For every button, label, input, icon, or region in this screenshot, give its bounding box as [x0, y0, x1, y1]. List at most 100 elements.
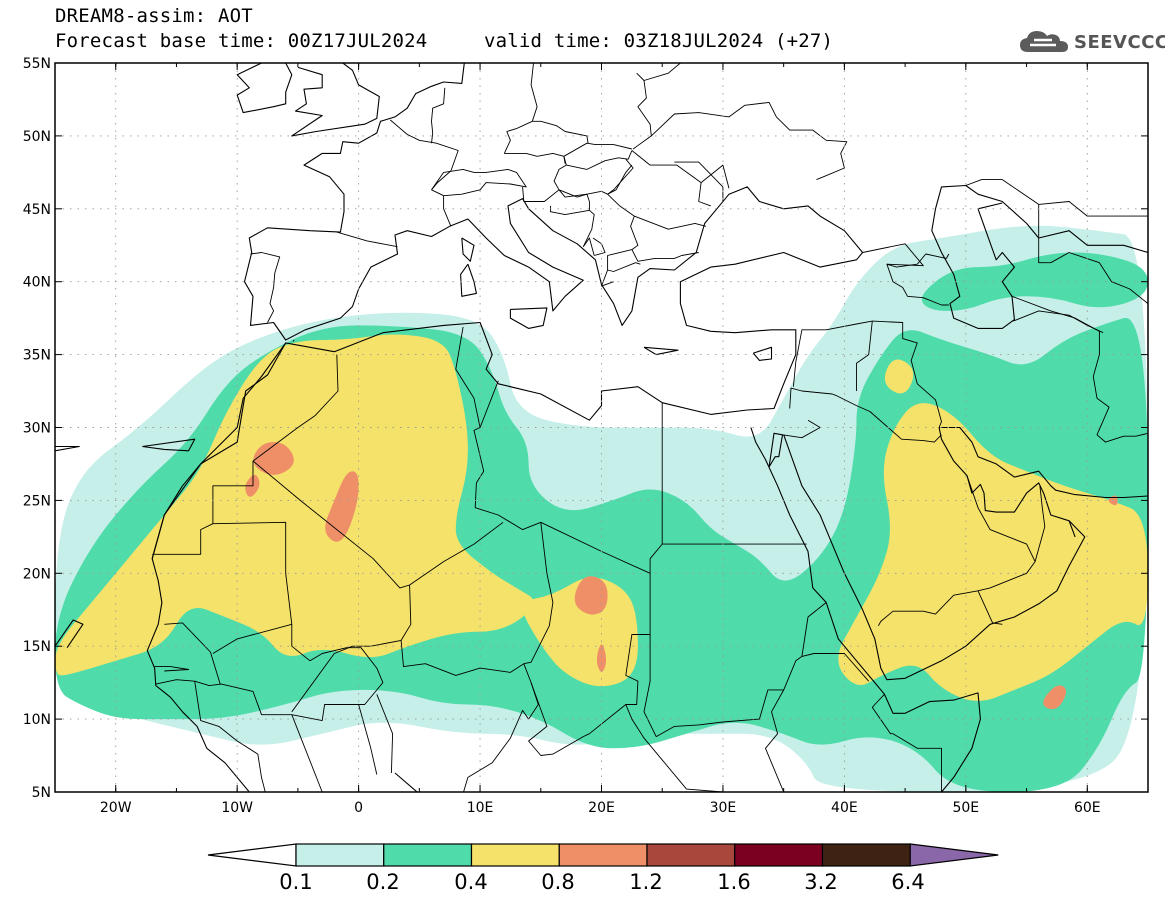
country-border	[443, 195, 452, 227]
coastline	[783, 426, 1148, 681]
coastline	[643, 346, 679, 356]
aot-region-0.8-1.2	[574, 576, 608, 615]
coastline	[55, 445, 80, 452]
x-tick-label: 10W	[221, 800, 253, 816]
colorbar-label: 0.2	[366, 870, 400, 894]
colorbar-label: 6.4	[891, 870, 925, 894]
colorbar-swatch	[646, 843, 736, 867]
country-border	[1038, 204, 1148, 304]
colorbar-swatch	[383, 843, 473, 867]
country-border	[902, 287, 949, 306]
y-tick-label: 50N	[23, 129, 51, 145]
country-border	[550, 189, 590, 216]
country-border	[155, 624, 384, 722]
country-border	[965, 179, 1039, 205]
country-border	[455, 326, 541, 531]
country-border	[632, 72, 652, 150]
y-tick-label: 30N	[23, 421, 51, 437]
colorbar-right-arrow	[909, 843, 999, 867]
country-border	[431, 87, 446, 144]
x-tick-label: 10E	[467, 800, 494, 816]
country-border	[625, 704, 723, 792]
x-tick-label: 20E	[588, 800, 615, 816]
colorbar-left-arrow	[207, 843, 297, 867]
colorbar-label: 3.2	[804, 870, 838, 894]
country-border	[154, 666, 190, 672]
country-border	[582, 209, 595, 247]
country-border	[674, 161, 724, 202]
colorbar	[207, 843, 999, 867]
colorbar-label: 0.4	[454, 870, 488, 894]
y-tick-label: 25N	[23, 493, 51, 509]
country-border	[431, 168, 527, 197]
x-tick-label: 0	[354, 800, 363, 816]
aot-region-0.4-0.8	[884, 359, 914, 394]
country-border	[250, 252, 281, 323]
axis-ticks: 20W 10W 0 10E 20E 30E 40E 50E 60E 55N 50N 45N 40N 35N…	[23, 56, 1149, 816]
y-tick-label: 35N	[23, 348, 51, 364]
coastline	[236, 63, 293, 114]
coastline	[142, 438, 196, 452]
x-tick-label: 50E	[952, 800, 979, 816]
y-tick-label: 5N	[32, 785, 51, 801]
country-border	[530, 63, 538, 122]
country-border	[292, 339, 295, 342]
country-border	[563, 142, 633, 166]
logo-text: SEEVCCC	[1074, 31, 1165, 53]
coastline	[931, 184, 1148, 329]
country-border	[582, 237, 595, 256]
country-border	[630, 215, 699, 262]
y-tick-label: 15N	[23, 639, 51, 655]
coastline	[146, 342, 287, 792]
country-border	[212, 521, 293, 654]
country-border	[194, 681, 266, 792]
coastlines-borders	[55, 63, 1148, 792]
y-tick-label: 10N	[23, 712, 51, 728]
country-border	[607, 249, 641, 272]
country-border	[504, 152, 566, 164]
coastline	[291, 63, 380, 137]
y-tick-label: 20N	[23, 566, 51, 582]
coastline	[768, 432, 784, 468]
coastline	[461, 237, 475, 262]
country-border	[1034, 485, 1046, 562]
country-border	[607, 158, 707, 230]
country-border	[789, 387, 942, 443]
coastline	[1068, 520, 1076, 538]
coastline	[509, 307, 548, 329]
country-border	[601, 269, 614, 287]
coastline	[752, 346, 773, 361]
country-border	[886, 253, 950, 268]
colorbar-label: 1.2	[629, 870, 663, 894]
country-border	[528, 573, 651, 756]
country-border	[1038, 201, 1148, 217]
gridlines	[55, 63, 1148, 792]
country-border	[389, 119, 459, 191]
country-border	[765, 689, 785, 792]
country-border	[792, 320, 873, 391]
country-border	[872, 320, 942, 428]
country-border	[522, 164, 567, 202]
aot-region-0.8-1.2	[325, 471, 359, 542]
coastline	[394, 772, 418, 792]
colorbar-label: 0.8	[541, 870, 575, 894]
country-border	[782, 419, 821, 439]
country-border	[164, 622, 221, 685]
aot-region-0.4-0.8	[838, 403, 1148, 701]
country-border	[252, 460, 412, 713]
forecast-base-time: Forecast base time: 00Z17JUL2024	[55, 30, 428, 52]
x-tick-label: 30E	[710, 800, 737, 816]
aot-region-0.4-0.8	[55, 334, 534, 676]
colorbar-label: 1.6	[717, 870, 751, 894]
y-tick-label: 40N	[23, 275, 51, 291]
country-border	[503, 120, 589, 154]
seevccc-logo: SEEVCCC	[1018, 28, 1165, 56]
country-border	[376, 694, 394, 774]
aot-region-0.8-1.2	[1043, 685, 1067, 710]
coastline	[151, 63, 864, 559]
x-tick-label: 40E	[831, 800, 858, 816]
country-border	[566, 150, 633, 170]
country-border	[643, 63, 681, 81]
country-border	[700, 164, 730, 189]
